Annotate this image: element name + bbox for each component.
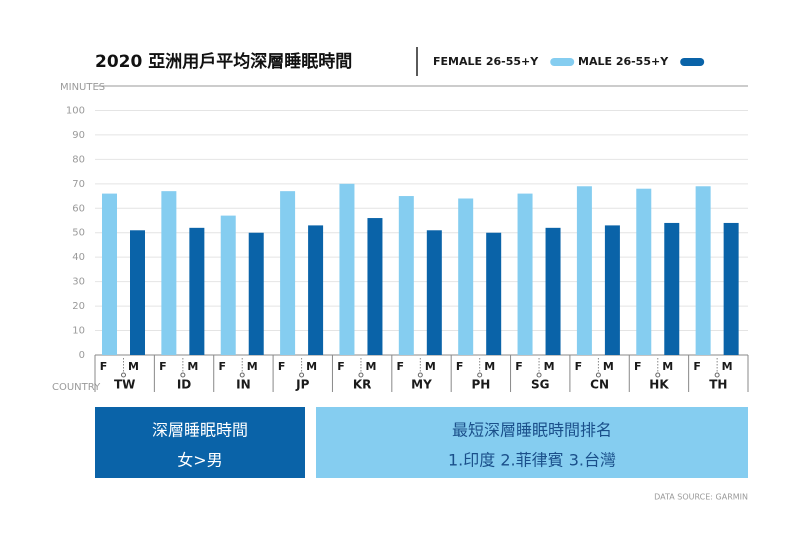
pair-dot	[417, 372, 423, 378]
group-label: M	[425, 360, 436, 373]
pair-dot	[239, 372, 245, 378]
legend-swatch	[550, 58, 575, 66]
bar	[161, 191, 177, 355]
bar	[248, 232, 264, 355]
source: DATA SOURCE: GARMIN	[654, 493, 748, 502]
group-label: F	[515, 360, 523, 373]
group-label: M	[187, 360, 198, 373]
group-label: F	[456, 360, 464, 373]
bar	[426, 230, 442, 355]
y-tick-label: 50	[72, 228, 85, 239]
bar	[102, 193, 117, 355]
x-tick-label: HK	[649, 378, 669, 392]
pair-dot	[358, 372, 364, 378]
pair-dot	[180, 372, 186, 378]
x-tick-label: PH	[471, 378, 490, 392]
group-label: M	[484, 360, 495, 373]
y-tick-label: 30	[72, 277, 85, 288]
y-tick-label: 70	[72, 179, 85, 190]
bar	[723, 222, 739, 355]
x-tick-label: ID	[177, 378, 191, 392]
note-text: 女>男	[177, 451, 222, 470]
pair-dot	[536, 372, 542, 378]
y-tick-label: 80	[72, 154, 85, 165]
group-label: M	[247, 360, 258, 373]
pair-dot	[714, 372, 720, 378]
x-tick-label: TW	[114, 378, 135, 392]
group-label: M	[603, 360, 614, 373]
x-tick-label: JP	[295, 378, 309, 392]
bar	[367, 218, 383, 355]
x-axis-label: COUNTRY	[52, 382, 101, 393]
group-label: M	[306, 360, 317, 373]
note-text: 深層睡眠時間	[152, 421, 248, 440]
bar	[339, 183, 355, 355]
bar	[308, 225, 324, 355]
y-tick-label: 40	[72, 252, 85, 263]
y-tick-label: 0	[79, 350, 85, 361]
legend-label: FEMALE 26-55+Y	[433, 55, 539, 68]
group-label: M	[662, 360, 673, 373]
bar	[486, 232, 502, 355]
group-label: M	[365, 360, 376, 373]
bar	[280, 191, 296, 355]
group-label: M	[128, 360, 139, 373]
y-tick-label: 20	[72, 301, 85, 312]
group-label: F	[693, 360, 701, 373]
bar	[130, 230, 145, 355]
legend-swatch	[680, 58, 705, 66]
x-tick-label: KR	[353, 378, 372, 392]
bar	[604, 225, 620, 355]
pair-dot	[121, 372, 126, 378]
pair-dot	[595, 372, 601, 378]
y-tick-label: 100	[66, 105, 85, 116]
chart-title: 2020 亞洲用戶平均深層睡眠時間	[95, 51, 352, 72]
y-axis-label: MINUTES	[60, 82, 105, 93]
bar	[664, 222, 680, 355]
x-tick-label: SG	[531, 378, 550, 392]
y-tick-label: 10	[72, 326, 85, 337]
x-tick-label: IN	[236, 378, 251, 392]
bar	[576, 186, 592, 355]
group-label: F	[397, 360, 405, 373]
bar	[636, 188, 652, 355]
note-box	[316, 407, 748, 478]
bar	[458, 198, 474, 355]
group-label: F	[100, 360, 108, 373]
note-text: 最短深層睡眠時間排名	[452, 421, 612, 440]
note-box	[95, 407, 305, 478]
group-label: M	[722, 360, 733, 373]
group-label: F	[337, 360, 345, 373]
y-tick-label: 90	[72, 130, 85, 141]
legend-label: MALE 26-55+Y	[578, 55, 669, 68]
group-label: F	[575, 360, 583, 373]
bar	[695, 186, 711, 355]
bar	[517, 193, 533, 355]
bar	[398, 196, 414, 355]
note-text: 1.印度 2.菲律賓 3.台灣	[448, 451, 616, 470]
x-tick-label: TH	[709, 378, 727, 392]
group-label: F	[278, 360, 286, 373]
bar	[545, 227, 561, 355]
pair-dot	[655, 372, 661, 378]
group-label: F	[218, 360, 226, 373]
y-tick-label: 60	[72, 203, 85, 214]
x-tick-label: CN	[590, 378, 609, 392]
bar	[220, 215, 236, 355]
group-label: F	[159, 360, 167, 373]
bar	[189, 227, 205, 355]
pair-dot	[477, 372, 483, 378]
pair-dot	[299, 372, 305, 378]
x-tick-label: MY	[411, 378, 432, 392]
group-label: F	[634, 360, 642, 373]
group-label: M	[544, 360, 555, 373]
